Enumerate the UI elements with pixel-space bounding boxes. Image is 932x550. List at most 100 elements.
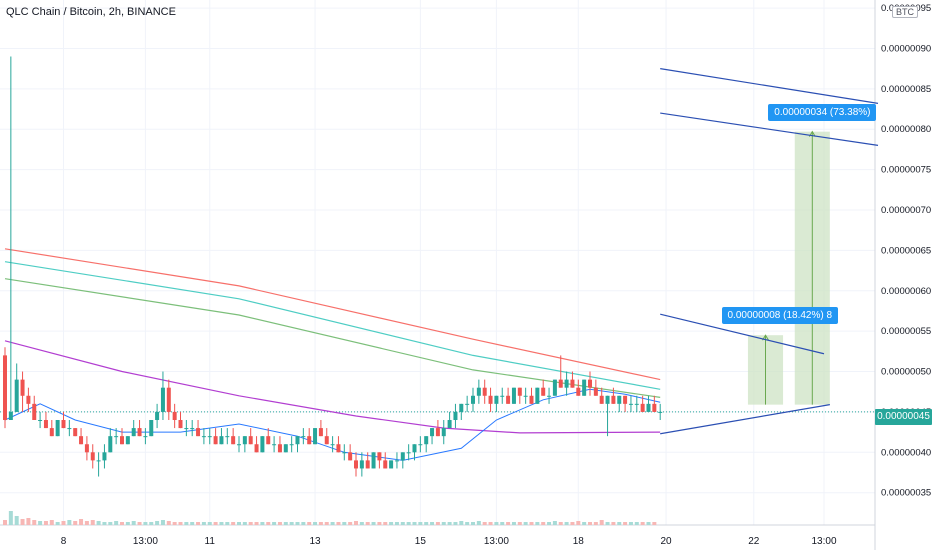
y-tick-label: 0.00000040 <box>881 447 931 458</box>
volume-bar <box>465 522 470 525</box>
volume-bar <box>55 522 60 525</box>
trendline <box>660 404 830 435</box>
candle-body <box>96 460 101 462</box>
volume-bar <box>511 522 516 525</box>
volume-bar <box>307 522 312 525</box>
candle-body <box>190 428 195 430</box>
volume-bar <box>149 522 154 525</box>
candle-body <box>102 452 107 461</box>
volume-bar <box>459 521 464 525</box>
candle-body <box>628 403 633 405</box>
candle-body <box>137 428 142 437</box>
volume-bar <box>260 522 265 525</box>
candle-body <box>558 379 563 388</box>
volume-bar <box>272 522 277 525</box>
volume-bar <box>196 522 201 525</box>
volume-bar <box>237 522 241 525</box>
candle-body <box>196 428 201 437</box>
volume-bar <box>96 521 101 525</box>
candle-body <box>318 428 323 437</box>
volume-bar <box>84 521 89 525</box>
volume-bar <box>634 522 639 525</box>
candle-body <box>125 436 130 445</box>
candle-body <box>301 436 306 438</box>
currency-unit-badge[interactable]: BTC <box>892 6 918 18</box>
volume-bar <box>383 522 388 525</box>
candle-body <box>55 420 60 437</box>
volume-bar <box>14 516 19 525</box>
candle-body <box>289 444 294 446</box>
volume-bar <box>143 522 148 525</box>
candle-body <box>201 436 206 438</box>
candle-body <box>342 452 347 454</box>
volume-bar <box>178 522 183 525</box>
volume-bar <box>330 522 335 525</box>
volume-bar <box>623 522 628 525</box>
candle-body <box>43 420 48 429</box>
volume-bar <box>377 522 382 525</box>
volume-bar <box>599 520 604 525</box>
volume-bar <box>336 522 341 525</box>
candle-body <box>8 411 13 420</box>
volume-bar <box>359 522 364 525</box>
candle-body <box>3 355 7 420</box>
chart-title: QLC Chain / Bitcoin, 2h, BINANCE <box>6 6 176 18</box>
volume-bar <box>342 522 347 525</box>
volume-bar <box>476 521 481 525</box>
candle-body <box>552 379 557 396</box>
volume-bar <box>447 522 452 525</box>
x-tick-label: 18 <box>573 536 585 547</box>
candle-body <box>120 436 124 445</box>
volume-bar <box>547 522 552 525</box>
y-tick-label: 0.00000090 <box>881 43 931 54</box>
candle-body <box>646 403 651 412</box>
volume-bar <box>108 522 113 525</box>
candle-body <box>588 379 592 388</box>
candle-body <box>237 444 241 446</box>
volume-bar <box>471 522 475 525</box>
candle-body <box>617 395 622 404</box>
trendline <box>660 313 825 355</box>
candle-body <box>266 436 271 445</box>
candle-body <box>371 452 376 469</box>
candle-body <box>564 379 569 388</box>
volume-bar <box>529 522 534 525</box>
volume-bar <box>348 522 353 525</box>
candle-body <box>160 387 165 412</box>
candle-body <box>143 436 148 438</box>
candle-body <box>529 395 534 404</box>
volume-bar <box>389 522 394 525</box>
volume-bar <box>488 522 493 525</box>
candle-body <box>652 403 657 412</box>
volume-bar <box>611 522 616 525</box>
candle-body <box>155 411 160 420</box>
candle-body <box>61 420 66 429</box>
volume-bar <box>213 522 218 525</box>
candle-body <box>430 428 435 437</box>
candle-body <box>178 420 183 429</box>
volume-bar <box>277 522 282 525</box>
candle-body <box>383 460 388 469</box>
volume-bar <box>494 522 499 525</box>
x-tick-label: 13:00 <box>133 536 158 547</box>
volume-bar <box>266 522 271 525</box>
volume-bar <box>184 522 189 525</box>
volume-bar <box>535 522 540 525</box>
trendline <box>660 68 879 104</box>
volume-bar <box>424 522 429 525</box>
candle-body <box>506 395 511 404</box>
trendline <box>660 112 879 146</box>
candle-body <box>605 395 610 404</box>
volume-bar <box>160 520 165 525</box>
volume-bar <box>628 522 633 525</box>
x-tick-label: 8 <box>61 536 67 547</box>
y-tick-label: 0.00000060 <box>881 286 931 297</box>
volume-bar <box>201 522 206 525</box>
volume-bar <box>318 522 323 525</box>
candle-body <box>400 452 405 461</box>
candle-body <box>166 387 171 412</box>
candle-body <box>348 452 353 461</box>
y-tick-label: 0.00000055 <box>881 326 931 337</box>
